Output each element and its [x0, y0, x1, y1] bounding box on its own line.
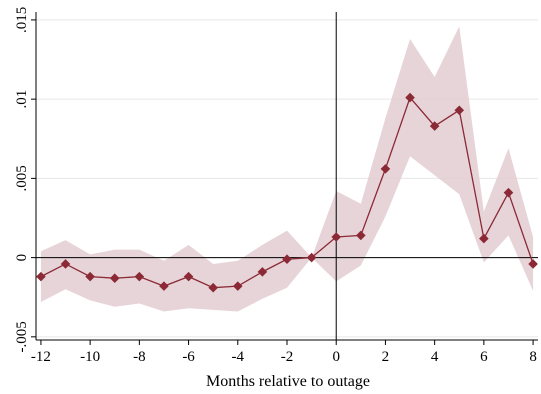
x-tick-label: -8 — [133, 349, 146, 365]
y-tick-label: .01 — [14, 90, 30, 109]
data-point-3 — [405, 92, 415, 103]
data-point-6 — [479, 233, 489, 244]
data-point-7 — [503, 187, 514, 198]
data-point--5 — [208, 282, 218, 293]
data-point--4 — [232, 281, 243, 291]
data-point-5 — [454, 105, 465, 116]
x-tick-label: 0 — [332, 349, 340, 365]
data-point--1 — [306, 252, 317, 263]
data-point--9 — [109, 273, 120, 284]
data-point--2 — [282, 254, 292, 264]
data-point-8 — [528, 259, 538, 269]
x-tick-label: -2 — [281, 349, 294, 365]
y-tick-label: .005 — [14, 165, 30, 191]
x-axis-title: Months relative to outage — [206, 373, 370, 390]
x-tick-label: -4 — [232, 349, 245, 365]
x-tick-label: 2 — [382, 349, 390, 365]
x-tick-label: 6 — [480, 349, 488, 365]
axes: -12 -10 -8 -6 -4 -2 0 2 4 6 8 -.005 0 .005 .01 .015 — [14, 7, 538, 365]
series-markers — [36, 92, 538, 293]
data-point--10 — [85, 271, 95, 282]
data-point--12 — [36, 271, 46, 282]
y-tick-label: -.005 — [14, 321, 30, 352]
data-point--6 — [183, 271, 194, 282]
data-point--7 — [159, 281, 169, 291]
y-tick-label: .015 — [14, 7, 30, 33]
data-point-4 — [429, 121, 440, 131]
data-point--8 — [134, 271, 145, 282]
x-tick-label: -6 — [182, 349, 195, 365]
y-tick-label: 0 — [14, 254, 30, 262]
data-point--11 — [60, 259, 71, 269]
data-point-0 — [331, 232, 342, 242]
data-point-1 — [356, 230, 366, 241]
x-tick-label: 4 — [431, 349, 439, 365]
data-point--3 — [257, 267, 268, 277]
x-tick-label: -10 — [80, 349, 100, 365]
x-tick-label: 8 — [529, 349, 537, 365]
x-tick-label: -12 — [31, 349, 51, 365]
data-point-2 — [380, 164, 391, 174]
